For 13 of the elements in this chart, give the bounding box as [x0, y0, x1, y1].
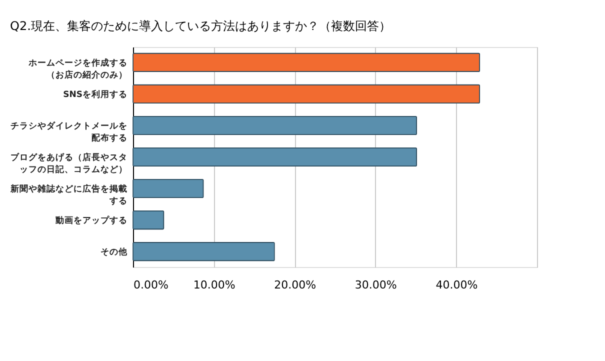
y-tick-label: 新聞や雑誌などに広告を掲載する — [10, 184, 128, 207]
x-tick-label: 30.00% — [354, 278, 397, 292]
x-tick-label: 10.00% — [193, 278, 236, 292]
y-tick-label: ホームページを作成する（お店の紹介のみ） — [28, 57, 128, 80]
chart-title: Q2.現在、集客のために導入している方法はありますか？（複数回答） — [10, 19, 391, 33]
x-tick-label: 0.00% — [134, 278, 168, 292]
x-tick-label: 20.00% — [274, 278, 316, 292]
y-tick-label: ブログをあげる（店長やスタッフの日記、コラムなど） — [10, 152, 128, 175]
y-tick-label: チラシやダイレクトメールを配布する — [10, 120, 128, 144]
y-tick-label: SNSを利用する — [63, 88, 128, 100]
y-tick-label: その他 — [100, 246, 128, 258]
x-tick-label: 40.00% — [436, 278, 478, 292]
y-tick-label: 動画をアップする — [54, 215, 128, 226]
